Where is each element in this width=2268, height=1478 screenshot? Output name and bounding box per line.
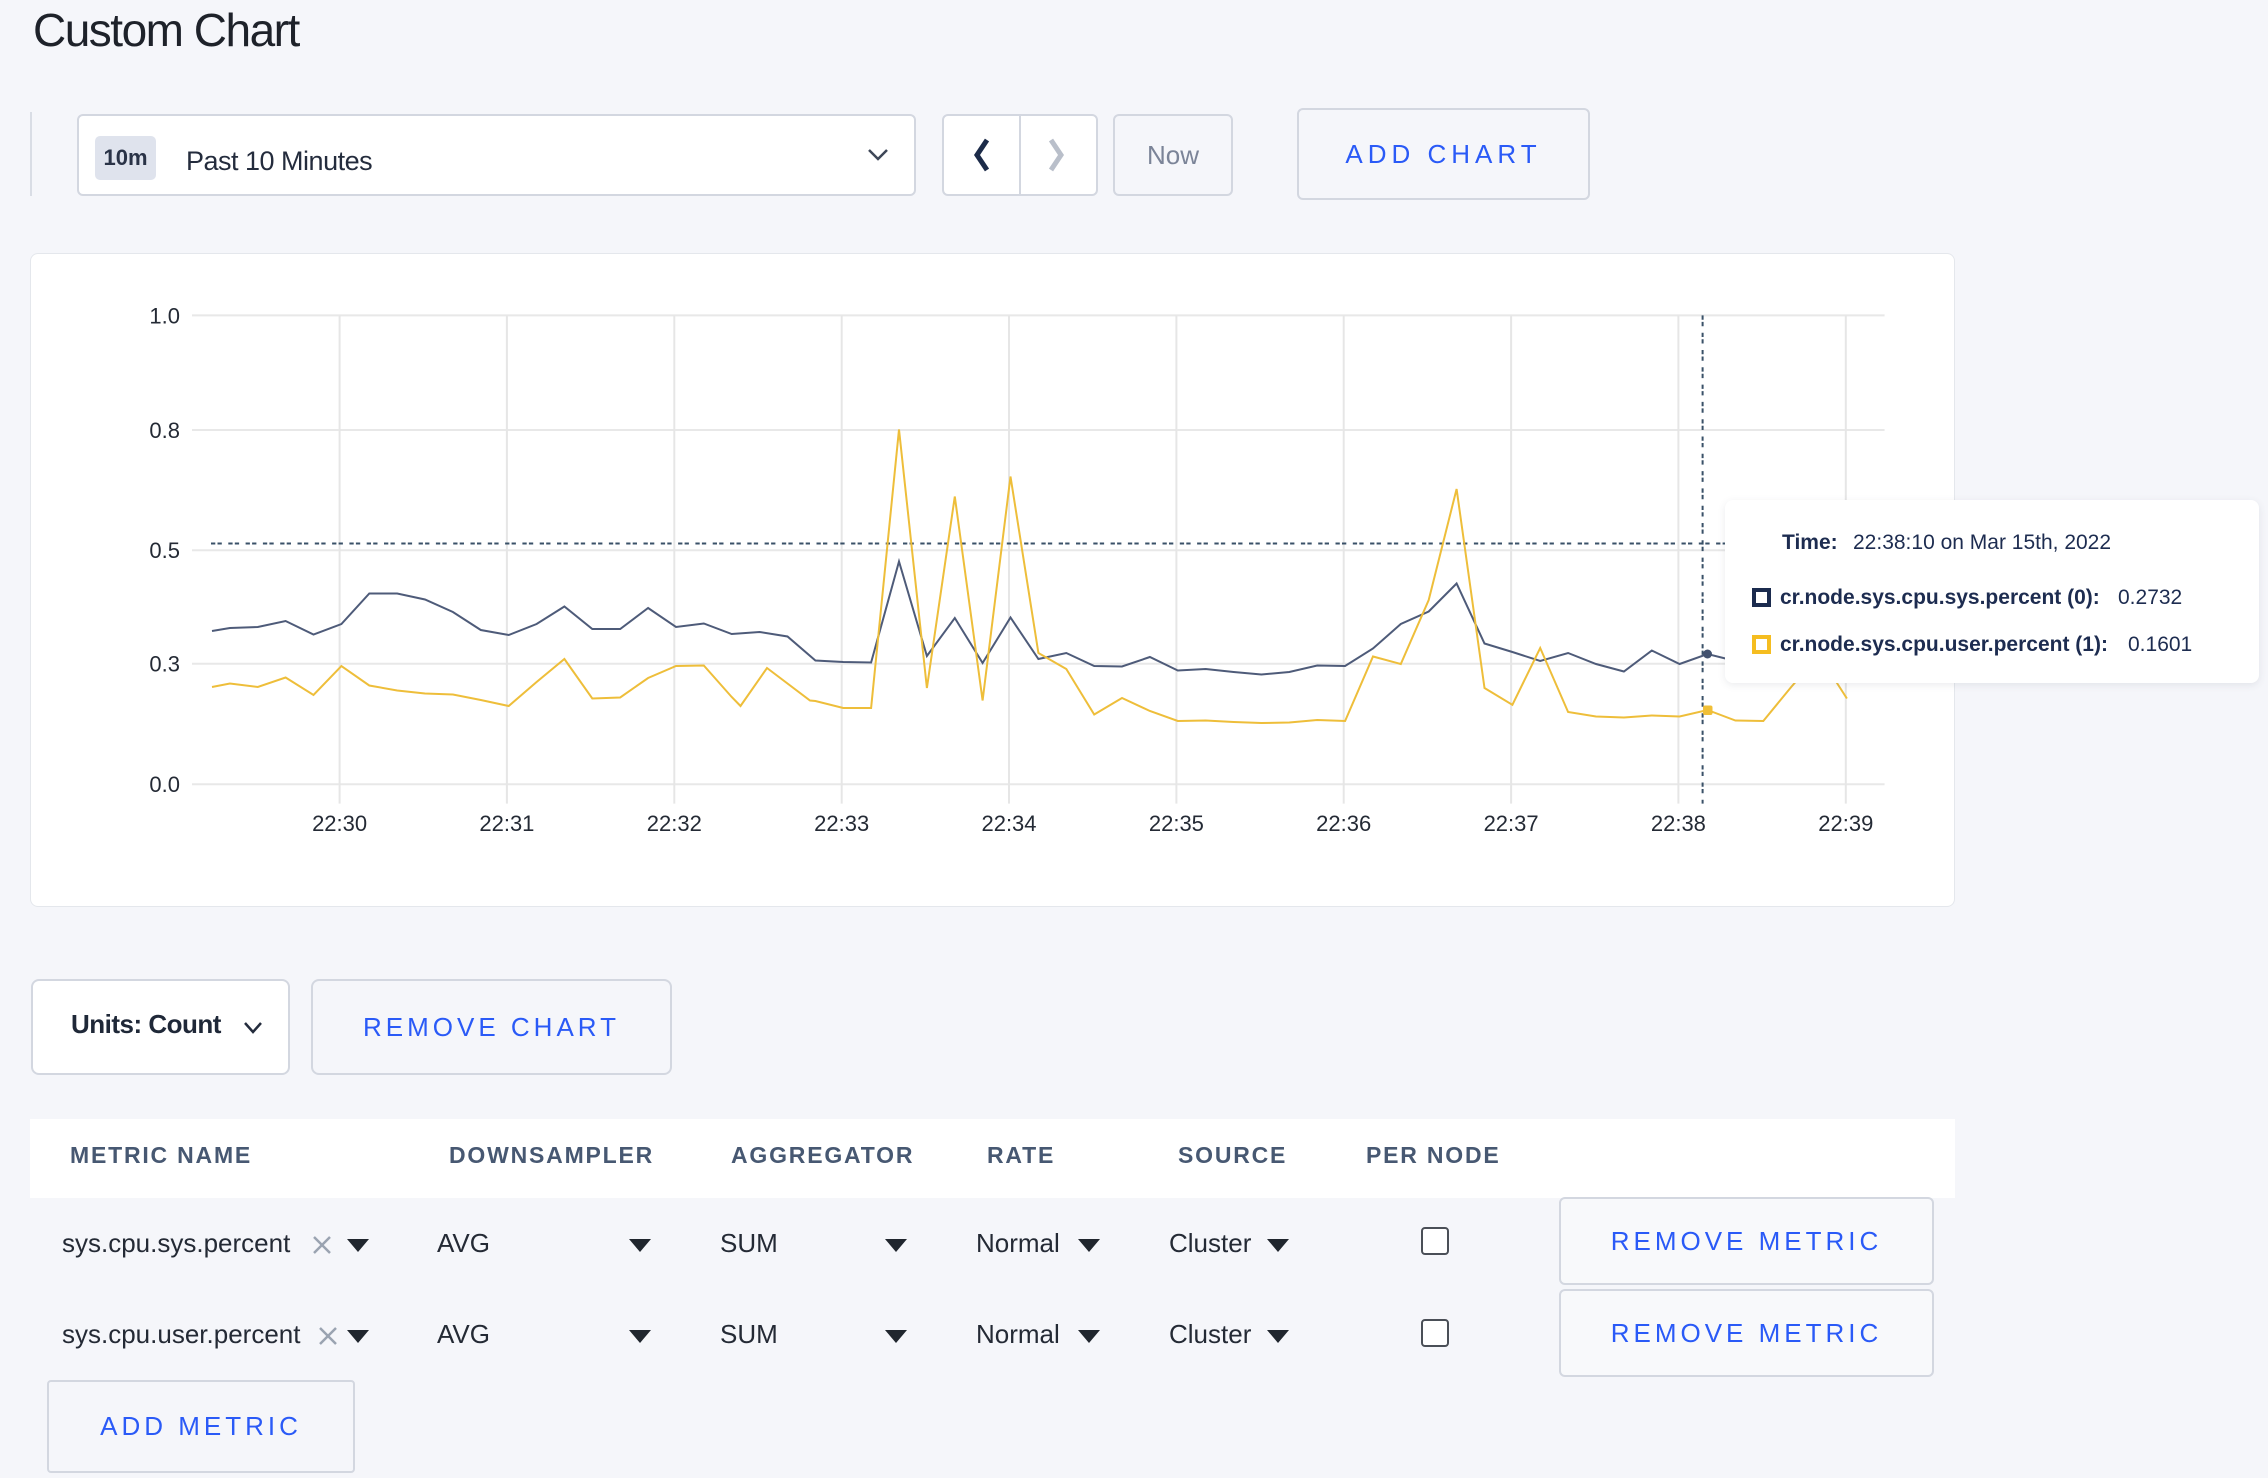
- svg-text:22:31: 22:31: [479, 811, 534, 836]
- svg-text:22:32: 22:32: [647, 811, 702, 836]
- svg-text:1.0: 1.0: [149, 303, 180, 328]
- svg-text:0.3: 0.3: [149, 652, 180, 677]
- svg-text:22:36: 22:36: [1316, 811, 1371, 836]
- svg-text:22:39: 22:39: [1818, 811, 1873, 836]
- svg-text:22:37: 22:37: [1484, 811, 1539, 836]
- svg-text:22:38: 22:38: [1651, 811, 1706, 836]
- svg-text:22:35: 22:35: [1149, 811, 1204, 836]
- svg-text:22:30: 22:30: [312, 811, 367, 836]
- svg-text:22:34: 22:34: [981, 811, 1036, 836]
- svg-text:0.8: 0.8: [149, 418, 180, 443]
- svg-text:22:33: 22:33: [814, 811, 869, 836]
- svg-text:0.0: 0.0: [149, 772, 180, 797]
- svg-text:0.5: 0.5: [149, 538, 180, 563]
